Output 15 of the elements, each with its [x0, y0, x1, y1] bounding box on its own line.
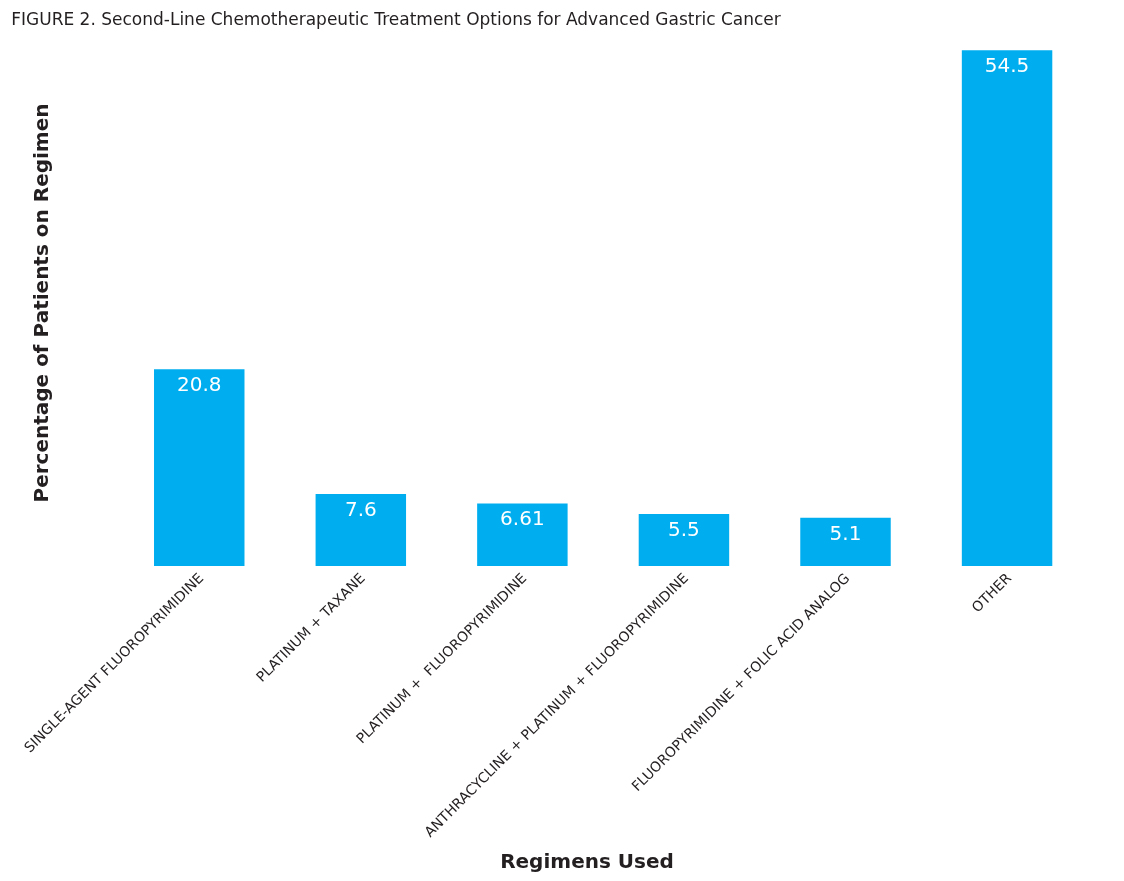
- bar: [638, 513, 730, 566]
- bar: [315, 494, 407, 566]
- x-axis-title: Regimens Used: [500, 849, 674, 874]
- bar: [800, 517, 891, 566]
- data-label: 54.5: [984, 53, 1030, 78]
- bar: [477, 503, 568, 566]
- bar: [961, 50, 1053, 566]
- chart-title: FIGURE 2. Second-Line Chemotherapeutic Treatment Options for Advanced Gastric Cancer: [11, 9, 781, 30]
- data-label: 20.8: [176, 372, 222, 397]
- y-axis-title: Percentage of Patients on Regimen: [28, 103, 53, 503]
- data-label: 7.6: [344, 497, 377, 522]
- bar: [154, 369, 245, 566]
- data-label: 6.61: [500, 506, 545, 531]
- data-label: 5.5: [668, 516, 700, 541]
- data-label: 5.1: [829, 520, 862, 545]
